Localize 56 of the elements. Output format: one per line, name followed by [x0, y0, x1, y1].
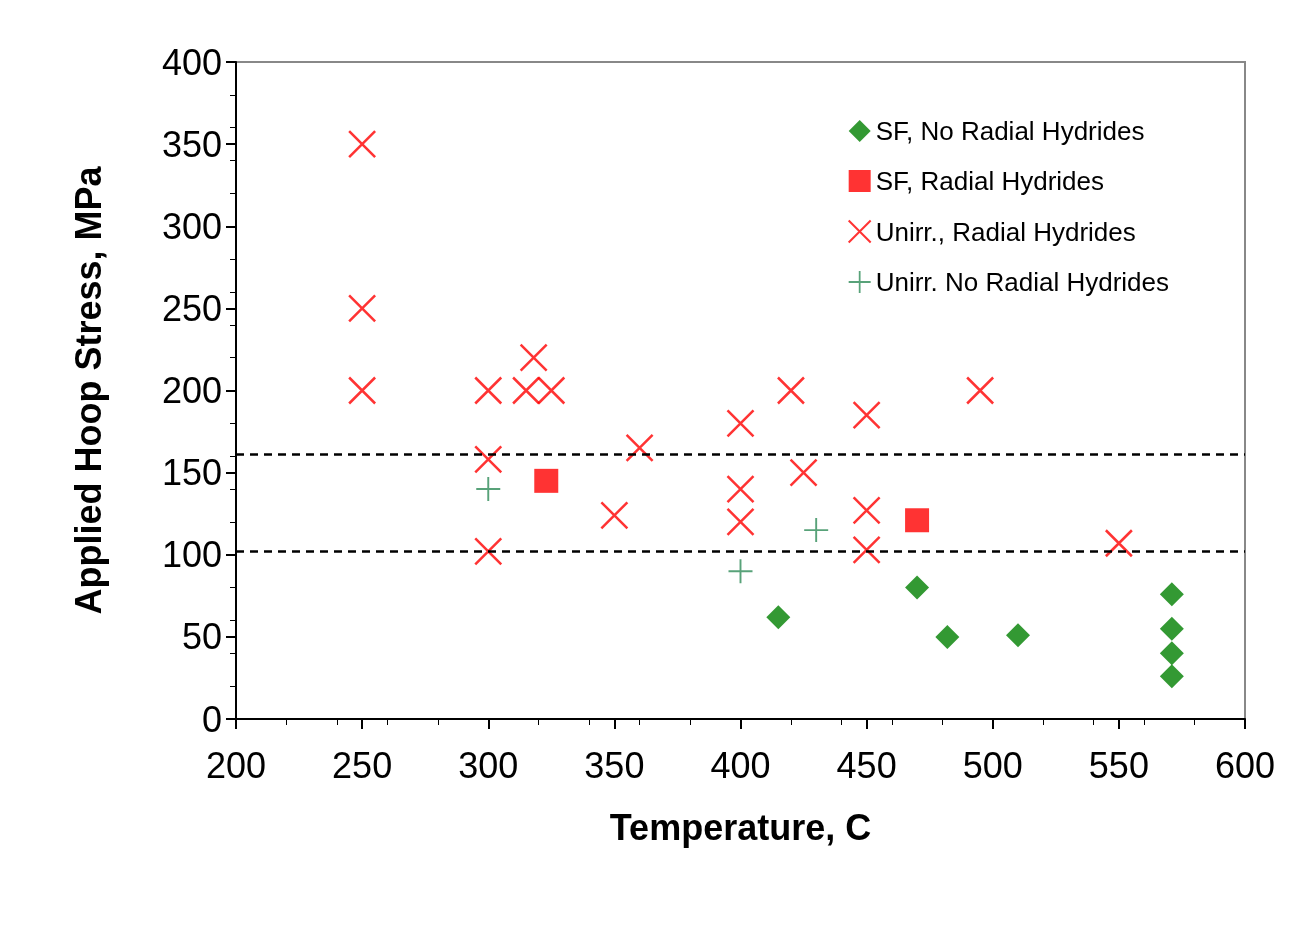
point: [474, 537, 503, 566]
y-tick-label: 300: [161, 205, 222, 247]
point: [726, 507, 755, 537]
point: [852, 535, 881, 565]
point: [1159, 664, 1184, 689]
point: [905, 575, 930, 600]
point: [534, 468, 559, 493]
point: [347, 376, 377, 405]
point: [1104, 529, 1134, 558]
x-tick-label: 600: [1214, 744, 1276, 786]
x-tick-label: 300: [458, 744, 519, 786]
x-tick-label: 400: [710, 744, 771, 786]
point: [511, 376, 541, 405]
legend-label: Unirr., Radial Hydrides: [875, 216, 1136, 247]
y-tick-label: 350: [161, 123, 222, 165]
point: [347, 294, 377, 323]
legend-label: SF, Radial Hydrides: [875, 166, 1104, 196]
y-tick-label: 50: [181, 616, 222, 658]
point: [537, 376, 566, 405]
x-axis-title: Temperature, C: [609, 806, 872, 848]
y-tick-label: 400: [161, 41, 222, 83]
y-tick-label: 250: [161, 287, 222, 329]
point: [905, 508, 930, 533]
point: [965, 376, 995, 405]
y-axis-title: Applied Hoop Stress, MPa: [67, 165, 109, 615]
legend-label: Unirr. No Radial Hydrides: [875, 267, 1169, 297]
x-tick-label: 500: [962, 744, 1023, 786]
point: [1159, 582, 1184, 607]
point: [852, 400, 881, 430]
point: [1005, 623, 1030, 648]
x-tick-label: 550: [1088, 744, 1149, 786]
point: [474, 376, 503, 405]
x-tick-label: 350: [584, 744, 645, 786]
point: [474, 445, 503, 474]
point: [347, 129, 377, 159]
point: [1159, 616, 1184, 641]
point: [476, 477, 501, 502]
x-tick-label: 450: [836, 744, 897, 786]
point: [519, 343, 548, 372]
point: [852, 496, 881, 525]
y-tick-label: 100: [161, 534, 222, 576]
y-tick-label: 200: [161, 370, 222, 411]
point: [789, 458, 818, 487]
point: [804, 518, 829, 543]
point: [1159, 641, 1184, 666]
point: [766, 605, 791, 630]
point: [625, 433, 654, 463]
point: [935, 624, 960, 649]
legend-label: SF, No Radial Hydrides: [875, 116, 1145, 146]
point: [600, 501, 629, 530]
y-tick-label: 0: [201, 698, 222, 740]
point: [776, 376, 806, 405]
point: [726, 409, 755, 438]
x-tick-label: 250: [332, 744, 393, 786]
point: [726, 474, 755, 504]
y-tick-label: 150: [161, 452, 222, 494]
